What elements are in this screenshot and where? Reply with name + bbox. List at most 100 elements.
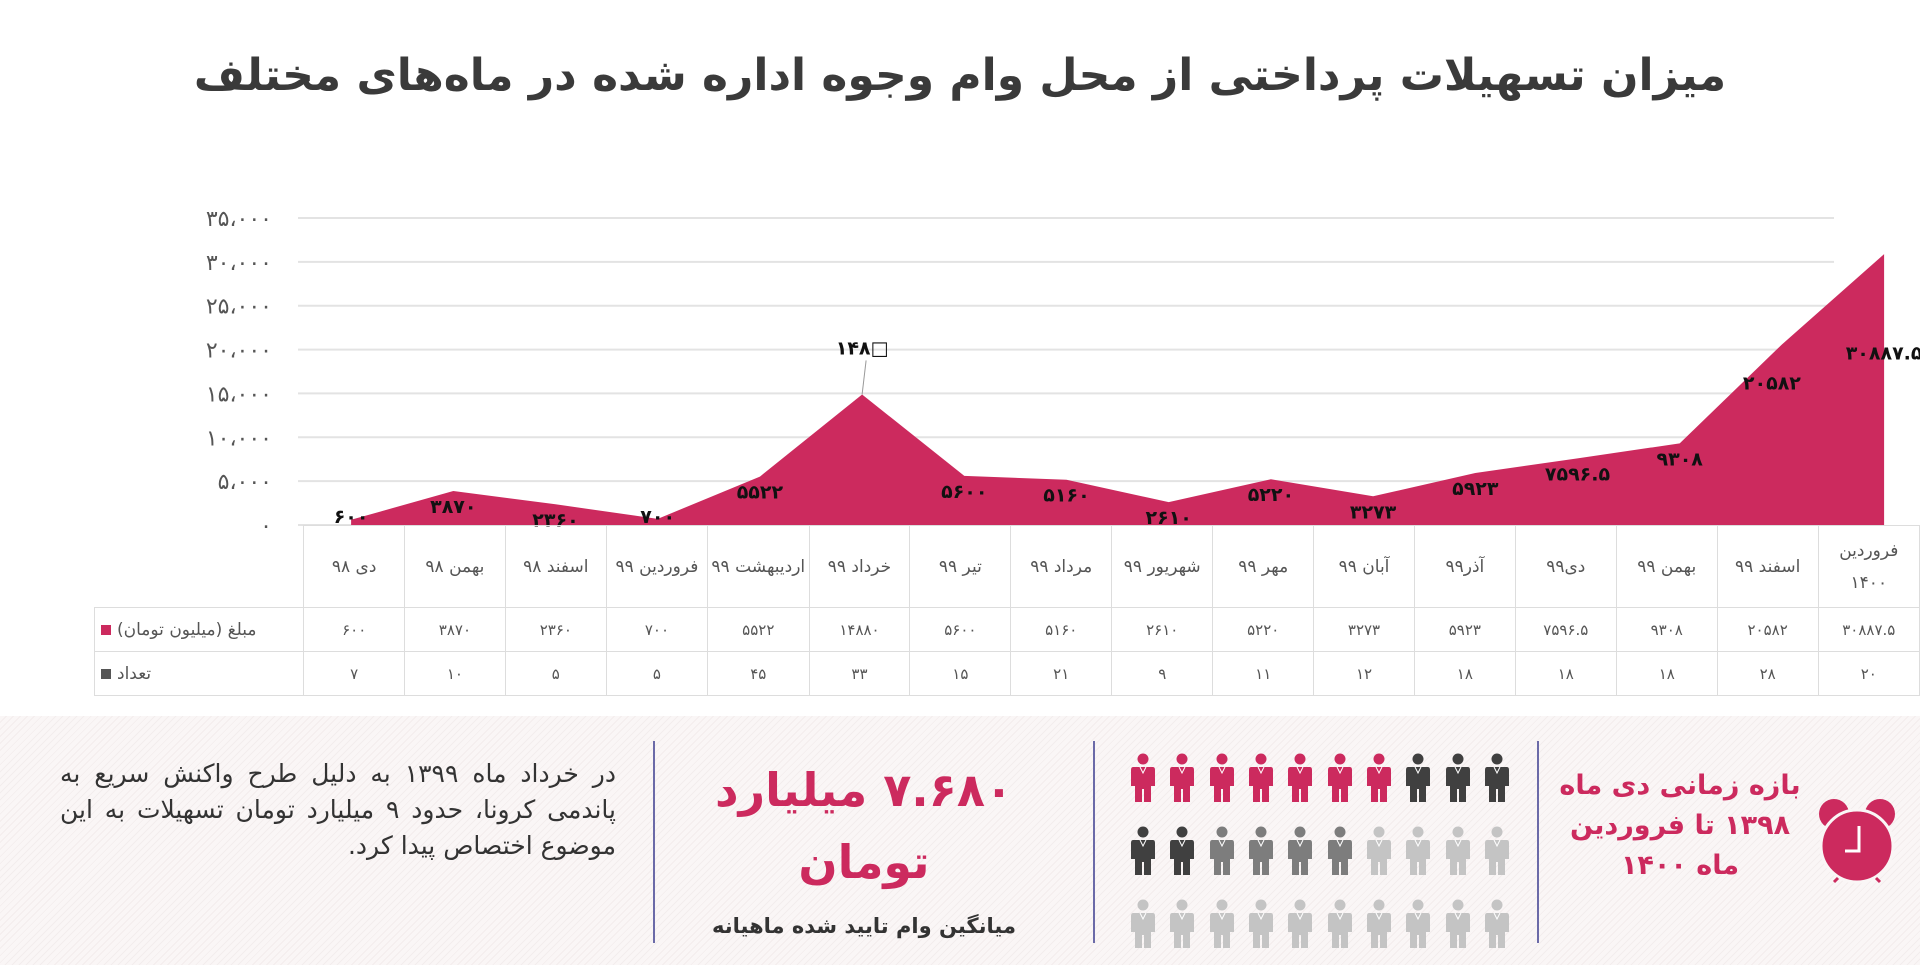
data-label: ۷۵۹۶.۵ (1545, 463, 1611, 485)
column-header: خرداد ۹۹ (808, 525, 911, 608)
column-header: بهمن ۹۸ (404, 525, 506, 608)
table-cell: ۹ (1111, 651, 1214, 696)
column-header: اسفند ۹۸ (504, 525, 607, 608)
person-icon (1288, 753, 1313, 802)
person-icon (1366, 899, 1391, 948)
y-tick-label: ۰ (260, 514, 272, 530)
person-icon (1248, 826, 1273, 875)
table-cell: ۳۳ (808, 651, 911, 696)
table-cell: ۵ (504, 651, 607, 696)
data-label: ۲۰۵۸۲ (1743, 372, 1801, 394)
column-header: مهر ۹۹ (1212, 525, 1315, 608)
area-chart: ۰ ۵،۰۰۰ ۱۰،۰۰۰ ۱۵،۰۰۰ ۲۰،۰۰۰ ۲۵،۰۰۰ ۳۰،۰۰۰ ۳۵،۰… (206, 207, 1920, 530)
table-row: مبلغ (میلیون تومان) ۶۰۰ ۳۸۷۰ ۲۳۶۰ ۷۰۰ ۵۵۲۲ ۱۴۸… (93, 607, 1920, 652)
table-cell: ۵۹۲۳ (1413, 607, 1516, 652)
column-header: فروردین ۹۹ (605, 525, 709, 608)
person-icon (1327, 753, 1352, 802)
average-label: میانگین وام تایید شده ماهیانه (712, 914, 1016, 938)
person-icon (1209, 753, 1234, 802)
person-icon (1288, 826, 1313, 875)
table-cell: ۷۵۹۶.۵ (1514, 607, 1617, 652)
legend-entry: مبلغ (میلیون تومان) (93, 607, 305, 652)
leader-line (861, 360, 867, 395)
column-header: فروردین ۱۴۰۰ (1817, 525, 1920, 608)
legend-label: تعداد (117, 663, 152, 684)
divider (1537, 741, 1539, 943)
y-tick-label: ۳۵،۰۰۰ (206, 207, 272, 232)
data-label: ۹۳۰۸ (1657, 448, 1704, 470)
average-value: ۷.۶۸۰ میلیارد تومان (715, 763, 1013, 889)
data-label: ۲۶۱۰ (1146, 507, 1192, 529)
table-cell: ۱۰ (404, 651, 506, 696)
person-icon (1170, 899, 1195, 948)
person-icon (1484, 826, 1509, 875)
y-tick-label: ۱۵،۰۰۰ (206, 382, 272, 407)
legend-swatch (101, 624, 111, 635)
y-tick-label: ۲۵،۰۰۰ (206, 295, 272, 320)
table-cell: ۵۱۶۰ (1010, 607, 1113, 652)
person-icon (1484, 753, 1509, 802)
table-cell: ۱۵ (909, 651, 1012, 696)
column-header: دی۹۹ (1514, 525, 1617, 608)
person-icon (1445, 826, 1470, 875)
table-cell: ۲۰ (1817, 651, 1920, 696)
people-row (1130, 741, 1510, 814)
person-icon (1406, 826, 1431, 875)
column-header: اسفند ۹۹ (1716, 525, 1819, 608)
table-cell: ۳۰۸۸۷.۵ (1817, 607, 1920, 652)
person-icon (1209, 899, 1234, 948)
table-cell: ۵ (605, 651, 709, 696)
person-icon (1288, 899, 1313, 948)
person-icon (1170, 826, 1195, 875)
table-cell: ۱۴۸۸۰ (808, 607, 911, 652)
table-cell: ۷ (303, 651, 405, 696)
person-icon (1248, 899, 1273, 948)
data-label: ۳۰۸۸۷.۵ (1846, 343, 1920, 365)
person-icon (1327, 826, 1352, 875)
person-icon (1170, 753, 1195, 802)
data-label: ۳۲۷۳ (1350, 501, 1397, 523)
person-icon (1131, 899, 1155, 948)
note-text: در خرداد ماه ۱۳۹۹ به دلیل طرح واکنش سریع… (60, 759, 616, 860)
table-cell: ۲۳۶۰ (504, 607, 607, 652)
table-cell: ۱۱ (1212, 651, 1315, 696)
column-header: بهمن ۹۹ (1615, 525, 1718, 608)
person-icon (1327, 899, 1352, 948)
column-header: آذر۹۹ (1413, 525, 1516, 608)
person-icon (1366, 753, 1391, 802)
table-cell: ۱۸ (1514, 651, 1617, 696)
table-cell: ۲۱ (1010, 651, 1113, 696)
y-tick-label: ۵،۰۰۰ (218, 470, 272, 495)
chart-title: میزان تسهیلات پرداختی از محل وام وجوه اد… (193, 50, 1727, 101)
person-icon (1445, 753, 1470, 802)
data-label: ۶۰۰ (334, 506, 369, 528)
data-label: ۵۶۰۰ (941, 481, 987, 503)
column-header: دی ۹۸ (303, 525, 405, 608)
y-tick-label: ۲۰،۰۰۰ (206, 339, 272, 364)
person-icon (1131, 753, 1155, 802)
data-table: دی ۹۸ بهمن ۹۸ اسفند ۹۸ فروردین ۹۹ اردیبهشت ۹… (93, 525, 1920, 696)
people-grid (1130, 741, 1510, 960)
date-range-text: بازه زمانی دی ماه ۱۳۹۸ تا فروردین ماه ۱۴… (1559, 770, 1801, 881)
person-icon (1484, 899, 1509, 948)
data-label: ۷۰۰ (640, 506, 675, 528)
table-cell: ۱۸ (1615, 651, 1718, 696)
table-corner (94, 525, 305, 608)
divider (653, 741, 655, 943)
y-tick-label: ۱۰،۰۰۰ (206, 426, 272, 451)
data-label: ۵۵۲۲ (737, 482, 784, 504)
column-header: آبان ۹۹ (1313, 525, 1415, 608)
column-header: تیر ۹۹ (909, 525, 1012, 608)
divider (1093, 741, 1095, 943)
person-icon (1366, 826, 1391, 875)
table-cell: ۱۸ (1413, 651, 1516, 696)
y-tick-label: ۳۰،۰۰۰ (206, 251, 272, 276)
column-header: شهریور ۹۹ (1111, 525, 1214, 608)
data-label: ۵۲۲۰ (1248, 484, 1294, 506)
alarm-clock-icon (1819, 799, 1895, 884)
summary-panel: در خرداد ماه ۱۳۹۹ به دلیل طرح واکنش سریع… (0, 716, 1920, 965)
person-icon (1445, 899, 1470, 948)
legend-swatch (101, 668, 111, 679)
data-label: ۲۳۶۰ (532, 509, 578, 530)
data-label: ۵۹۲۳ (1452, 478, 1499, 500)
